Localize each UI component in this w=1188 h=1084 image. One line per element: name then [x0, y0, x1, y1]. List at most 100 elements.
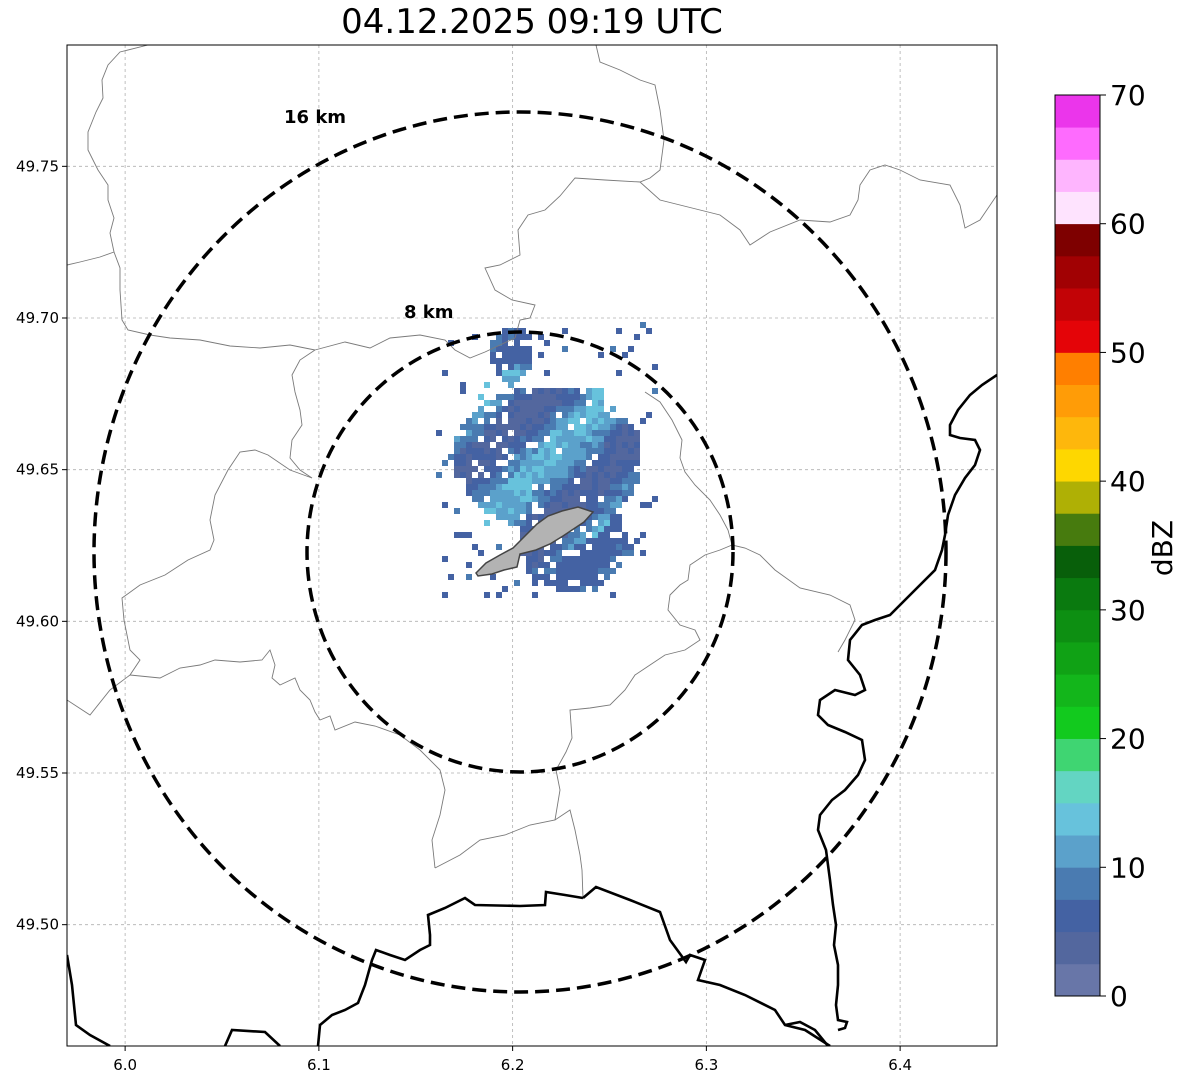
radar-cell — [472, 448, 478, 454]
radar-cell — [580, 532, 586, 538]
radar-cell — [514, 466, 520, 472]
radar-cell — [580, 556, 586, 562]
radar-cell — [598, 484, 604, 490]
radar-cell — [478, 448, 484, 454]
radar-cell — [562, 502, 568, 508]
radar-cell — [604, 478, 610, 484]
radar-cell — [550, 496, 556, 502]
radar-cell — [568, 466, 574, 472]
radar-cell — [628, 454, 634, 460]
radar-cell — [562, 388, 568, 394]
radar-cell — [484, 490, 490, 496]
radar-cell — [568, 394, 574, 400]
radar-cell — [532, 472, 538, 478]
radar-cell — [496, 346, 502, 352]
radar-cell — [610, 508, 616, 514]
radar-cell — [472, 544, 478, 550]
radar-cell — [568, 484, 574, 490]
radar-cell — [556, 478, 562, 484]
radar-cell — [460, 454, 466, 460]
radar-cell — [508, 460, 514, 466]
radar-cell — [622, 538, 628, 544]
radar-cell — [478, 472, 484, 478]
radar-cell — [622, 490, 628, 496]
radar-cell — [604, 430, 610, 436]
radar-cell — [544, 442, 550, 448]
radar-cell — [598, 448, 604, 454]
radar-cell — [592, 478, 598, 484]
radar-cell — [616, 418, 622, 424]
radar-cell — [598, 556, 604, 562]
radar-cell — [616, 544, 622, 550]
colorbar-segment — [1055, 448, 1100, 482]
radar-cell — [520, 466, 526, 472]
radar-cell — [478, 502, 484, 508]
radar-cell — [532, 454, 538, 460]
radar-cell — [532, 580, 538, 586]
radar-cell — [502, 454, 508, 460]
radar-cell — [580, 484, 586, 490]
colorbar-segment — [1055, 223, 1100, 257]
radar-cell — [580, 454, 586, 460]
colorbar-tick-label: 60 — [1110, 208, 1146, 241]
radar-cell — [478, 442, 484, 448]
radar-cell — [520, 508, 526, 514]
radar-cell — [454, 448, 460, 454]
radar-cell — [634, 454, 640, 460]
radar-cell — [544, 574, 550, 580]
radar-cell — [532, 412, 538, 418]
radar-cell — [616, 496, 622, 502]
radar-cell — [514, 340, 520, 346]
radar-cell — [502, 442, 508, 448]
radar-cell — [586, 388, 592, 394]
radar-cell — [466, 436, 472, 442]
radar-cell — [622, 454, 628, 460]
radar-cell — [592, 484, 598, 490]
radar-cell — [616, 562, 622, 568]
radar-cell — [622, 478, 628, 484]
radar-cell — [562, 436, 568, 442]
y-tick-label: 49.70 — [16, 309, 59, 327]
radar-cell — [472, 436, 478, 442]
radar-cell — [556, 466, 562, 472]
y-tick-label: 49.55 — [16, 764, 59, 782]
colorbar-segment — [1055, 674, 1100, 707]
radar-cell — [586, 394, 592, 400]
radar-cell — [598, 400, 604, 406]
radar-cell — [622, 424, 628, 430]
radar-cell — [568, 538, 574, 544]
radar-cell — [514, 352, 520, 358]
radar-cell — [490, 472, 496, 478]
radar-cell — [496, 418, 502, 424]
radar-cell — [532, 478, 538, 484]
radar-cell — [604, 466, 610, 472]
radar-cell — [544, 424, 550, 430]
radar-cell — [460, 436, 466, 442]
radar-cell — [544, 406, 550, 412]
radar-cell — [520, 400, 526, 406]
radar-cell — [592, 400, 598, 406]
radar-cell — [544, 400, 550, 406]
radar-cell — [496, 502, 502, 508]
radar-cell — [538, 418, 544, 424]
radar-cell — [628, 544, 634, 550]
radar-cell — [460, 472, 466, 478]
radar-cell — [526, 520, 532, 526]
radar-cell — [598, 454, 604, 460]
radar-cell — [580, 544, 586, 550]
radar-cell — [514, 580, 520, 586]
colorbar-label: dBZ — [1146, 520, 1179, 576]
radar-cell — [490, 460, 496, 466]
radar-cell — [472, 490, 478, 496]
radar-cell — [646, 502, 652, 508]
radar-cell — [520, 370, 526, 376]
radar-cell — [556, 424, 562, 430]
radar-cell — [592, 580, 598, 586]
radar-cell — [472, 466, 478, 472]
radar-cell — [562, 394, 568, 400]
radar-cell — [508, 448, 514, 454]
radar-cell — [460, 424, 466, 430]
radar-cell — [490, 346, 496, 352]
radar-cell — [580, 412, 586, 418]
radar-cell — [496, 466, 502, 472]
